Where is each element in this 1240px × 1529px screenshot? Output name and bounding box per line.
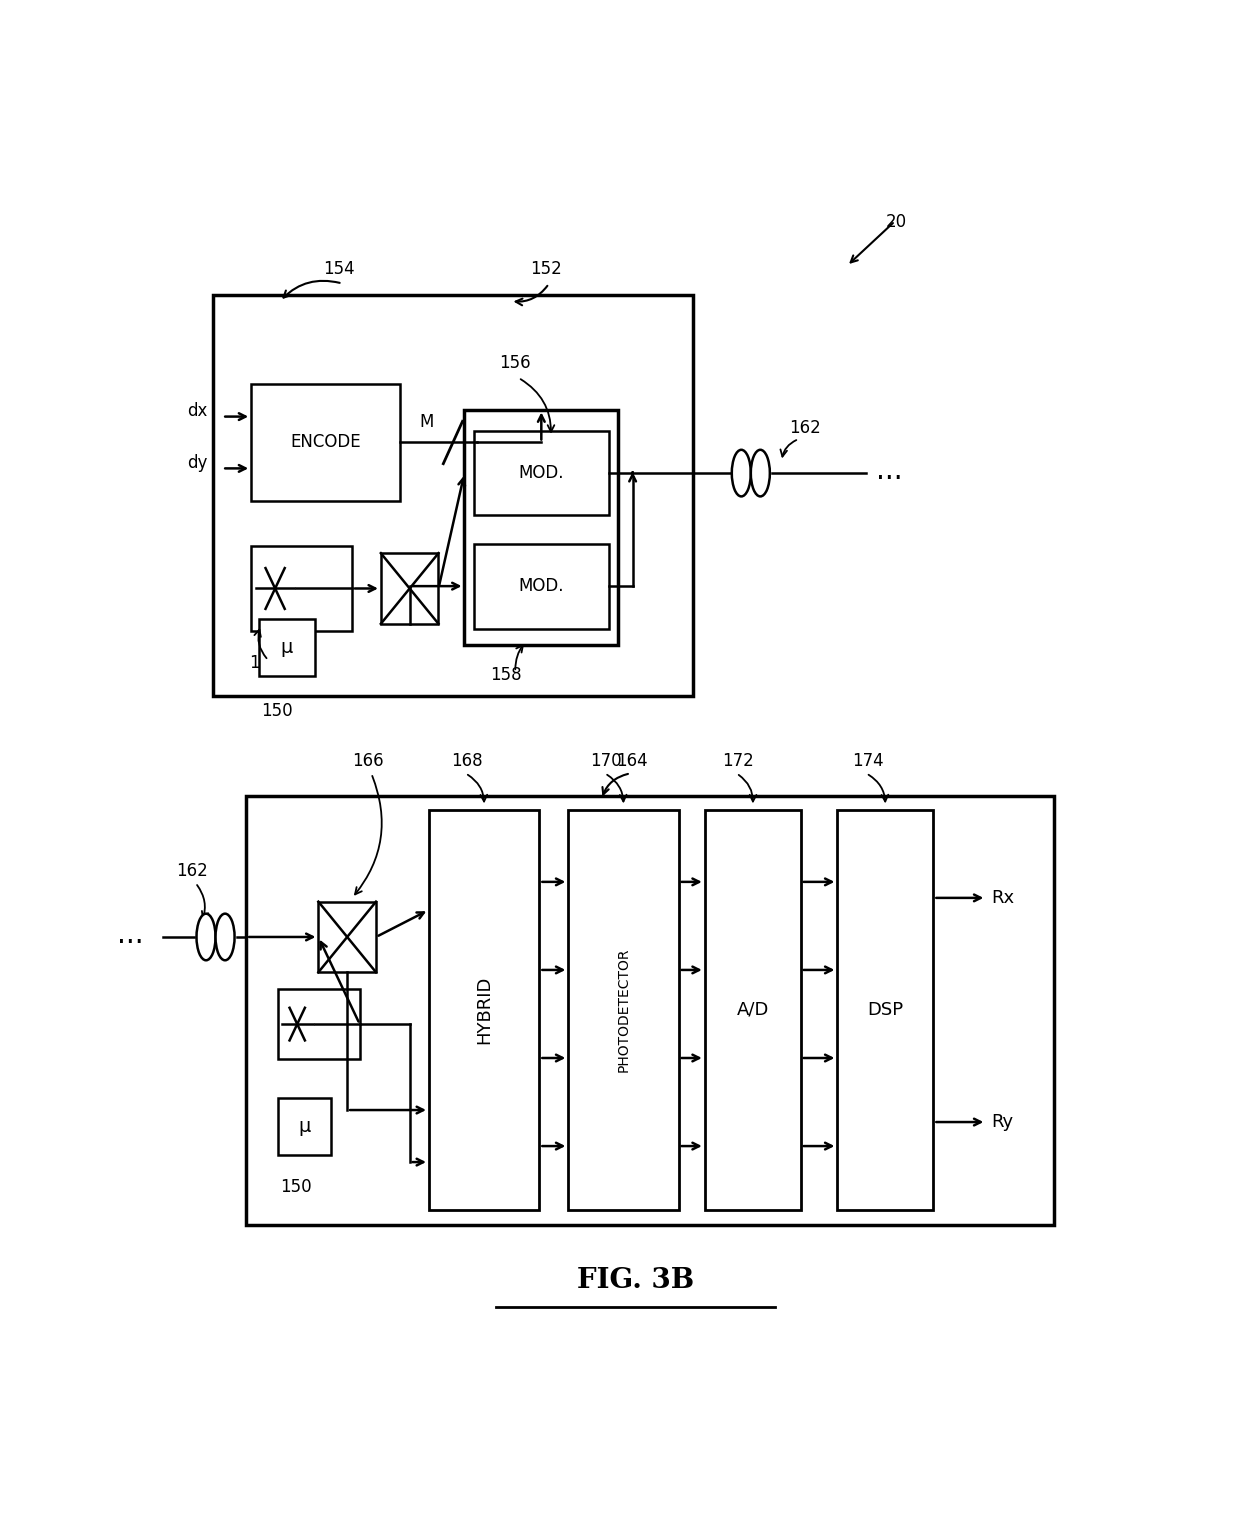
Bar xyxy=(465,410,619,645)
Text: μ: μ xyxy=(280,638,293,657)
Text: 156: 156 xyxy=(498,353,531,372)
Text: HYBRID: HYBRID xyxy=(475,976,494,1044)
Bar xyxy=(250,546,352,631)
Bar xyxy=(213,295,693,696)
Text: 174: 174 xyxy=(852,752,883,769)
Text: MOD.: MOD. xyxy=(518,465,564,482)
Ellipse shape xyxy=(216,914,234,960)
Text: 152: 152 xyxy=(529,260,562,278)
Text: ...: ... xyxy=(875,457,903,485)
Bar xyxy=(278,1098,331,1154)
Text: 162: 162 xyxy=(789,419,821,437)
Text: 166: 166 xyxy=(352,752,383,769)
Bar xyxy=(278,989,360,1060)
Text: Ry: Ry xyxy=(991,1113,1013,1131)
Text: DSP: DSP xyxy=(867,1001,904,1018)
Ellipse shape xyxy=(732,450,751,497)
Text: 154: 154 xyxy=(324,260,355,278)
Bar xyxy=(381,553,439,624)
Text: 168: 168 xyxy=(451,752,482,769)
Ellipse shape xyxy=(750,450,770,497)
Bar xyxy=(704,810,801,1209)
Text: FIG. 3B: FIG. 3B xyxy=(577,1268,694,1294)
Ellipse shape xyxy=(196,914,216,960)
Bar xyxy=(250,384,401,502)
Text: MOD.: MOD. xyxy=(518,576,564,595)
Text: ...: ... xyxy=(117,920,144,948)
Text: Rx: Rx xyxy=(991,888,1014,907)
Text: 162: 162 xyxy=(176,862,208,881)
Text: M: M xyxy=(419,413,434,431)
Text: μ: μ xyxy=(299,1118,311,1136)
Text: dy: dy xyxy=(187,454,208,471)
Bar xyxy=(568,810,678,1209)
Text: A/D: A/D xyxy=(737,1001,769,1018)
Text: 150: 150 xyxy=(280,1179,311,1196)
Text: 172: 172 xyxy=(722,752,754,769)
Text: 150: 150 xyxy=(260,702,293,720)
Text: 170: 170 xyxy=(590,752,622,769)
Bar xyxy=(474,431,609,515)
Text: 20: 20 xyxy=(885,213,906,231)
Text: ENCODE: ENCODE xyxy=(290,434,361,451)
Text: 160: 160 xyxy=(249,654,280,673)
Text: dx: dx xyxy=(187,402,208,419)
Bar xyxy=(837,810,934,1209)
Bar xyxy=(474,544,609,628)
Bar xyxy=(247,795,1054,1225)
Text: 164: 164 xyxy=(616,752,649,769)
Bar xyxy=(259,619,315,676)
Text: PHOTODETECTOR: PHOTODETECTOR xyxy=(616,948,630,1072)
Bar xyxy=(319,902,376,972)
Text: 158: 158 xyxy=(490,667,522,683)
Bar xyxy=(429,810,539,1209)
